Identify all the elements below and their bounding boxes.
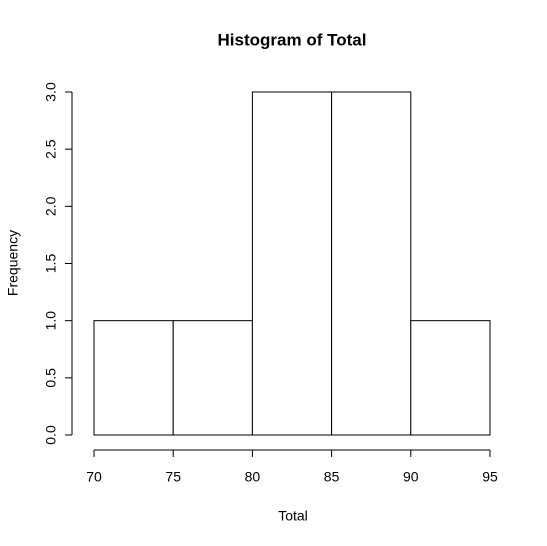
bar (172, 320, 253, 436)
y-axis-label: Frequency (5, 230, 21, 296)
y-tick-label: 0.5 (43, 368, 59, 388)
x-tick-label: 70 (86, 469, 102, 485)
bar (251, 91, 333, 436)
y-tick-label: 1.5 (43, 254, 59, 274)
x-tick-label: 80 (245, 469, 261, 485)
x-tick-label: 75 (165, 469, 181, 485)
bar (93, 320, 174, 436)
x-tick-label: 85 (324, 469, 340, 485)
x-tick-label: 90 (403, 469, 419, 485)
y-tick-label: 1.0 (43, 311, 59, 331)
bar (410, 320, 491, 436)
bar (331, 91, 412, 436)
x-axis-label: Total (278, 508, 308, 524)
x-tick-label: 95 (482, 469, 498, 485)
chart-title: Histogram of Total (218, 30, 367, 49)
y-tick-label: 2.5 (43, 139, 59, 159)
y-tick-label: 2.0 (43, 196, 59, 216)
y-tick-label: 0.0 (43, 425, 59, 445)
y-tick-label: 3.0 (43, 82, 59, 102)
